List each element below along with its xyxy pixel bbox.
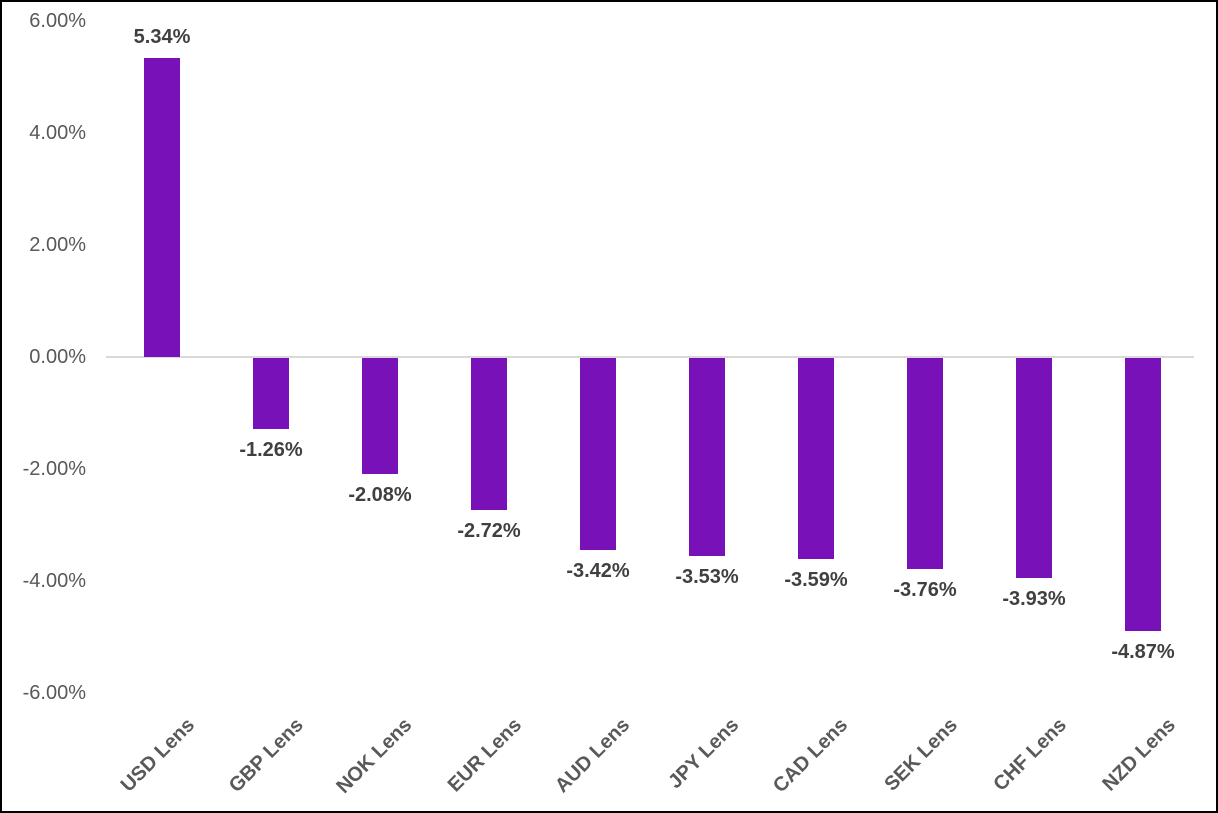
y-axis-tick-label: 4.00% [29,122,86,144]
x-axis-category-label: JPY Lens [664,714,744,793]
bar-cad-lens [798,358,834,560]
bar-chf-lens [1016,358,1052,579]
x-axis-category-label: SEK Lens [879,714,962,796]
y-axis-tick-label: -6.00% [22,682,86,704]
x-axis-category-label: NZD Lens [1097,714,1180,796]
y-axis-tick-label: 2.00% [29,234,86,256]
data-label: -3.59% [784,569,848,592]
bar-aud-lens [580,358,616,550]
bar-nzd-lens [1125,358,1161,631]
bar-jpy-lens [689,358,725,556]
x-axis-category-label: CAD Lens [769,714,853,798]
data-label: -2.72% [457,520,521,543]
y-axis-tick-label: 0.00% [29,346,86,368]
data-label: -1.26% [239,438,303,461]
data-label: -3.53% [675,565,739,588]
bar-sek-lens [907,358,943,569]
x-axis-zero-line [106,356,1194,358]
data-label: 5.34% [133,25,191,48]
bar-usd-lens [144,57,180,357]
x-axis-category-label: GBP Lens [224,714,308,797]
y-axis-tick-label: -2.00% [22,458,86,480]
x-axis-category-label: EUR Lens [443,714,526,797]
data-label: -3.42% [566,559,630,582]
bar-gbp-lens [253,358,289,429]
x-axis-category-label: CHF Lens [988,714,1071,796]
data-label: -4.87% [1111,640,1175,663]
x-axis-category-label: AUD Lens [551,714,635,798]
y-axis-tick-label: 6.00% [29,10,86,32]
x-axis-category-label: NOK Lens [332,714,417,798]
bar-nok-lens [362,358,398,475]
data-label: -3.76% [893,578,957,601]
data-label: -3.93% [1002,588,1066,611]
y-axis-tick-label: -4.00% [22,570,86,592]
data-label: -2.08% [348,484,412,507]
bar-eur-lens [471,358,507,511]
x-axis-category-label: USD Lens [116,714,199,797]
